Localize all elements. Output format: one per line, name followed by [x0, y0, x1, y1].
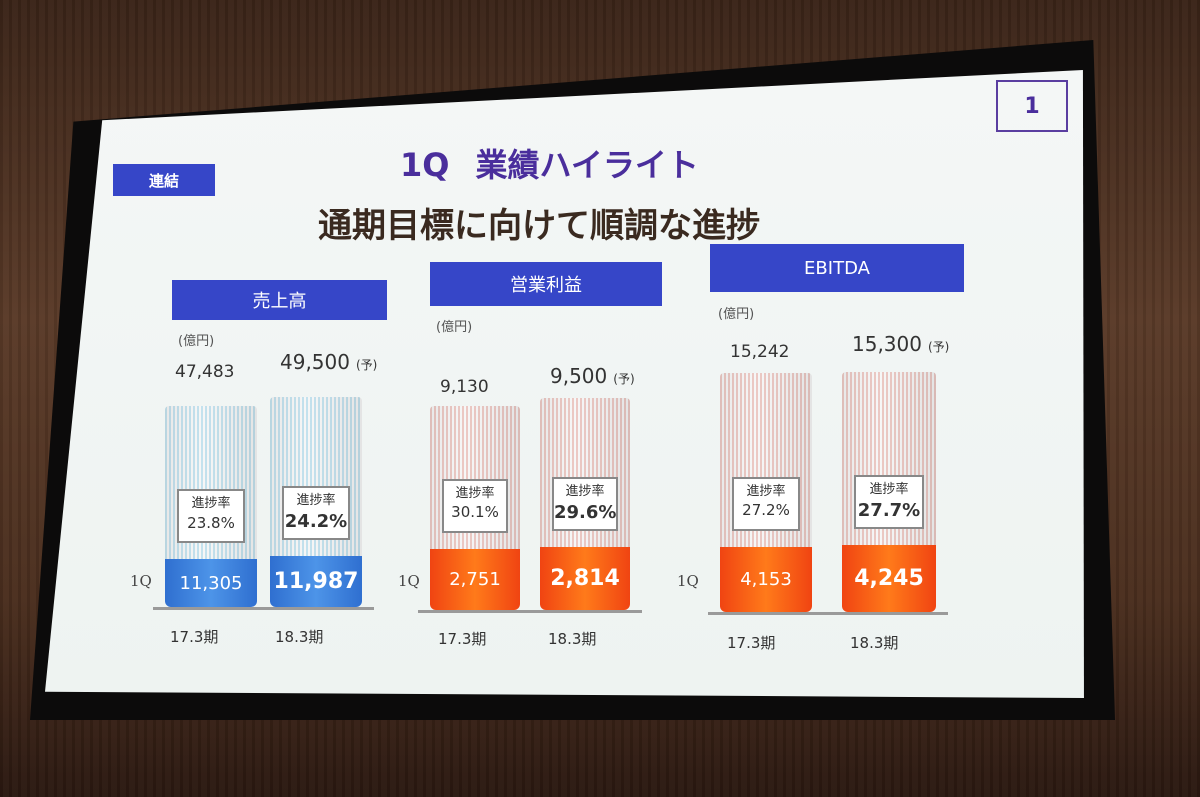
total-value-label: 47,483	[175, 362, 234, 382]
unit-label: (億円)	[178, 334, 215, 349]
progress-rate-value: 27.2%	[742, 501, 790, 520]
total-value-label: 15,300 (予)	[852, 332, 949, 356]
bar-1q: 11,305	[165, 559, 257, 607]
progress-rate-box: 進捗率 30.1%	[442, 478, 508, 533]
total-value: 49,500	[280, 350, 350, 374]
chart-title: EBITDA	[710, 244, 964, 292]
total-value-label: 9,500 (予)	[550, 364, 635, 388]
row-label-1q: 1Q	[677, 572, 699, 590]
progress-rate-box: 進捗率 24.2%	[282, 486, 350, 541]
forecast-mark: (予)	[355, 358, 378, 372]
total-value: 9,500	[550, 364, 608, 388]
bar-1q: 2,814	[540, 547, 630, 610]
unit-label: (億円)	[718, 307, 755, 322]
progress-rate-label: 進捗率	[455, 485, 495, 501]
category-label: 18.3期	[850, 634, 899, 652]
chart-baseline	[418, 610, 642, 613]
progress-rate-value: 23.8%	[187, 513, 235, 532]
progress-rate-label: 進捗率	[296, 493, 336, 509]
progress-rate-value: 27.7%	[857, 499, 921, 521]
progress-rate-value: 30.1%	[451, 503, 499, 522]
total-value-label: 15,242	[730, 342, 789, 362]
forecast-mark: (予)	[927, 340, 950, 354]
chart-baseline	[153, 607, 374, 610]
total-value: 15,242	[730, 342, 790, 362]
bar-1q: 4,153	[720, 546, 812, 612]
total-value: 47,483	[175, 362, 235, 382]
bar-1q: 2,751	[430, 548, 520, 610]
title-prefix: 1Q	[400, 146, 450, 184]
chart-baseline	[708, 612, 948, 615]
progress-rate-box: 進捗率 27.7%	[854, 475, 924, 530]
progress-rate-value: 29.6%	[554, 501, 617, 523]
progress-rate-value: 24.2%	[284, 510, 348, 532]
progress-rate-box: 進捗率 23.8%	[177, 489, 245, 544]
page-number: 1	[996, 80, 1068, 132]
title-text: 業績ハイライト	[475, 146, 699, 184]
total-value-label: 49,500 (予)	[280, 350, 377, 374]
category-label: 17.3期	[438, 630, 487, 648]
consolidated-badge: 連結	[113, 164, 215, 196]
category-label: 18.3期	[275, 628, 324, 646]
progress-rate-label: 進捗率	[191, 496, 231, 512]
category-label: 18.3期	[548, 630, 597, 648]
chart-title: 売上高	[172, 280, 387, 320]
slide-title: 1Q 業績ハイライト	[400, 140, 699, 186]
bar-1q: 11,987	[270, 556, 362, 607]
forecast-mark: (予)	[613, 372, 635, 386]
progress-rate-box: 進捗率 29.6%	[552, 477, 618, 532]
total-value: 15,300	[852, 332, 922, 356]
row-label-1q: 1Q	[398, 572, 420, 590]
bar-1q: 4,245	[842, 545, 936, 612]
chart-title: 営業利益	[430, 262, 662, 306]
progress-rate-box: 進捗率 27.2%	[732, 476, 800, 531]
unit-label: (億円)	[436, 320, 473, 335]
row-label-1q: 1Q	[130, 572, 152, 590]
progress-rate-label: 進捗率	[746, 483, 786, 499]
progress-rate-label: 進捗率	[565, 484, 605, 500]
total-value-label: 9,130	[440, 377, 489, 397]
progress-rate-label: 進捗率	[869, 482, 909, 498]
category-label: 17.3期	[170, 628, 219, 646]
category-label: 17.3期	[727, 634, 776, 652]
total-value: 9,130	[440, 377, 489, 397]
slide-subtitle: 通期目標に向けて順調な進捗	[318, 206, 760, 246]
